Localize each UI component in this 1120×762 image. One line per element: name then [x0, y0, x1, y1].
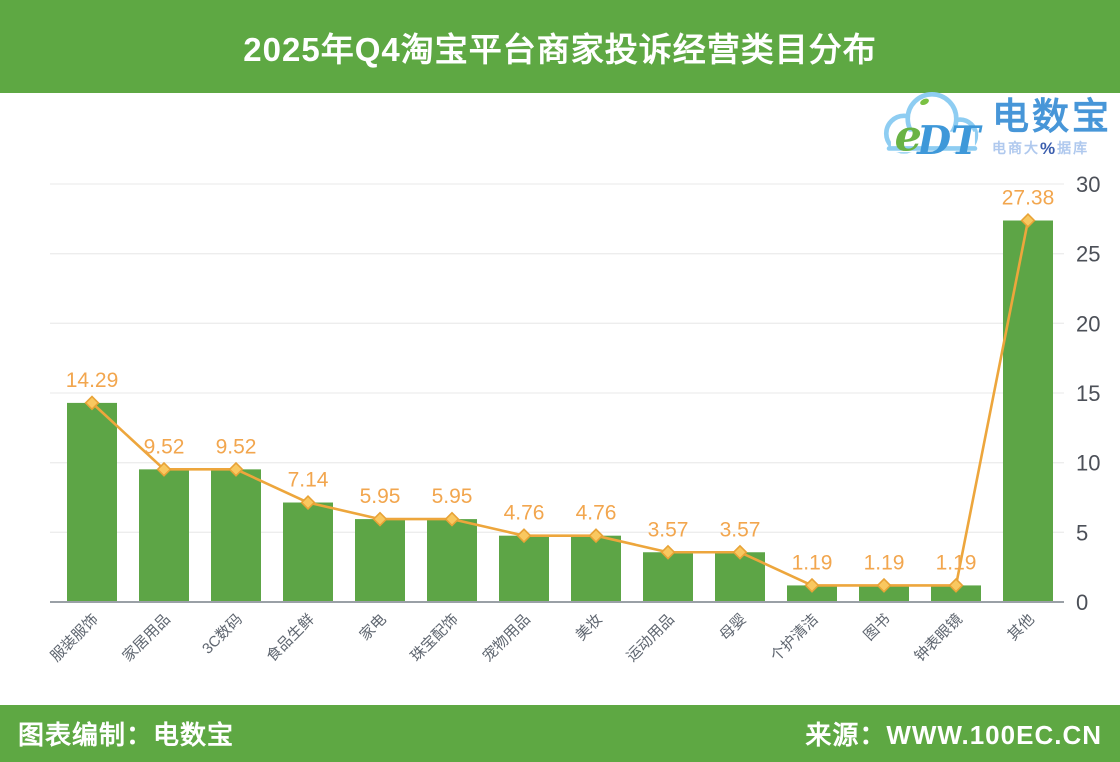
data-label: 9.52 — [216, 435, 257, 458]
data-label: 4.76 — [576, 502, 617, 525]
data-label: 4.76 — [504, 502, 545, 525]
data-label: 5.95 — [360, 485, 401, 508]
y-axis-tick-label: 30 — [1076, 172, 1100, 197]
logo-tagline: 电商大 % 据库 — [992, 140, 1112, 157]
logo-brand-name: 电数宝 — [992, 95, 1112, 137]
x-axis-category-label: 运动用品 — [623, 611, 677, 665]
data-label: 1.19 — [792, 551, 833, 574]
line-marker — [228, 461, 244, 477]
x-axis-category-label: 钟表眼镜 — [911, 610, 966, 665]
footer-banner: 图表编制：电数宝 来源：WWW.100EC.CN — [0, 705, 1120, 762]
data-label: 1.19 — [864, 551, 905, 574]
bar-美妆 — [571, 535, 621, 602]
bar-服装服饰 — [67, 402, 117, 602]
bar-个护清洁 — [787, 585, 837, 602]
line-marker — [516, 528, 532, 544]
logo-letter-e: e — [895, 111, 922, 161]
bar-家居用品 — [139, 469, 189, 602]
bar-运动用品 — [643, 552, 693, 602]
x-axis-category-label: 家居用品 — [119, 611, 173, 665]
line-marker — [372, 511, 388, 527]
bar-图书 — [859, 585, 909, 602]
x-axis-category-label: 其他 — [1005, 611, 1038, 644]
x-axis-category-label: 珠宝配饰 — [407, 611, 461, 665]
bar-3C数码 — [211, 469, 261, 602]
y-axis-tick-label: 5 — [1076, 520, 1088, 545]
line-marker — [84, 395, 100, 411]
line-marker — [300, 495, 316, 511]
line-marker — [1020, 213, 1036, 229]
y-axis-tick-label: 25 — [1076, 242, 1100, 267]
y-axis-tick-label: 10 — [1076, 451, 1100, 476]
bar-家电 — [355, 519, 405, 602]
logo-text-block: 电数宝 电商大 % 据库 — [992, 98, 1112, 157]
footer-credit: 图表编制：电数宝 — [18, 720, 235, 750]
logo-tagline-right: 据库 — [1057, 140, 1090, 156]
x-axis-category-label: 食品生鲜 — [263, 611, 317, 665]
x-axis-category-label: 个护清洁 — [767, 611, 821, 665]
chart-title-banner: 2025年Q4淘宝平台商家投诉经营类目分布 — [0, 0, 1120, 93]
bar-食品生鲜 — [283, 502, 333, 602]
x-axis-category-label: 宠物用品 — [479, 611, 533, 665]
line-marker — [948, 577, 964, 593]
y-axis-tick-label: 15 — [1076, 381, 1100, 406]
data-label: 3.57 — [720, 518, 761, 541]
page-title: 2025年Q4淘宝平台商家投诉经营类目分布 — [243, 30, 877, 68]
bar-其他 — [1003, 220, 1053, 602]
data-label: 9.52 — [144, 435, 185, 458]
data-label: 1.19 — [936, 551, 977, 574]
logo-letters-dt: DT — [916, 118, 983, 164]
x-axis-category-label: 母婴 — [717, 611, 750, 644]
data-label: 5.95 — [432, 485, 473, 508]
line-marker — [660, 544, 676, 560]
bar-珠宝配饰 — [427, 519, 477, 602]
x-axis-category-label: 3C数码 — [199, 611, 246, 658]
bar-钟表眼镜 — [931, 585, 981, 602]
line-marker — [588, 528, 604, 544]
line-marker — [156, 461, 172, 477]
line-marker — [444, 511, 460, 527]
footer-source: 来源：WWW.100EC.CN — [805, 720, 1102, 750]
x-axis-category-label: 图书 — [861, 611, 894, 644]
line-marker — [804, 577, 820, 593]
edt-logo: e DT 电数宝 电商大 % 据库 — [876, 86, 1114, 168]
data-label: 14.29 — [66, 369, 119, 392]
bar-宠物用品 — [499, 535, 549, 602]
y-axis-tick-label: 20 — [1076, 311, 1100, 336]
cloud-logo-icon: e DT — [883, 92, 983, 164]
y-axis-tick-label: 0 — [1076, 590, 1088, 615]
line-marker — [732, 544, 748, 560]
x-axis-category-label: 美妆 — [573, 611, 606, 644]
percent-icon: % — [1040, 138, 1058, 158]
data-label: 3.57 — [648, 518, 689, 541]
line-marker — [876, 577, 892, 593]
x-axis-category-label: 服装服饰 — [47, 611, 101, 665]
logo-tagline-left: 电商大 — [992, 140, 1040, 156]
data-label: 7.14 — [288, 469, 329, 492]
x-axis-category-label: 家电 — [357, 611, 390, 644]
data-label: 27.38 — [1002, 187, 1055, 210]
